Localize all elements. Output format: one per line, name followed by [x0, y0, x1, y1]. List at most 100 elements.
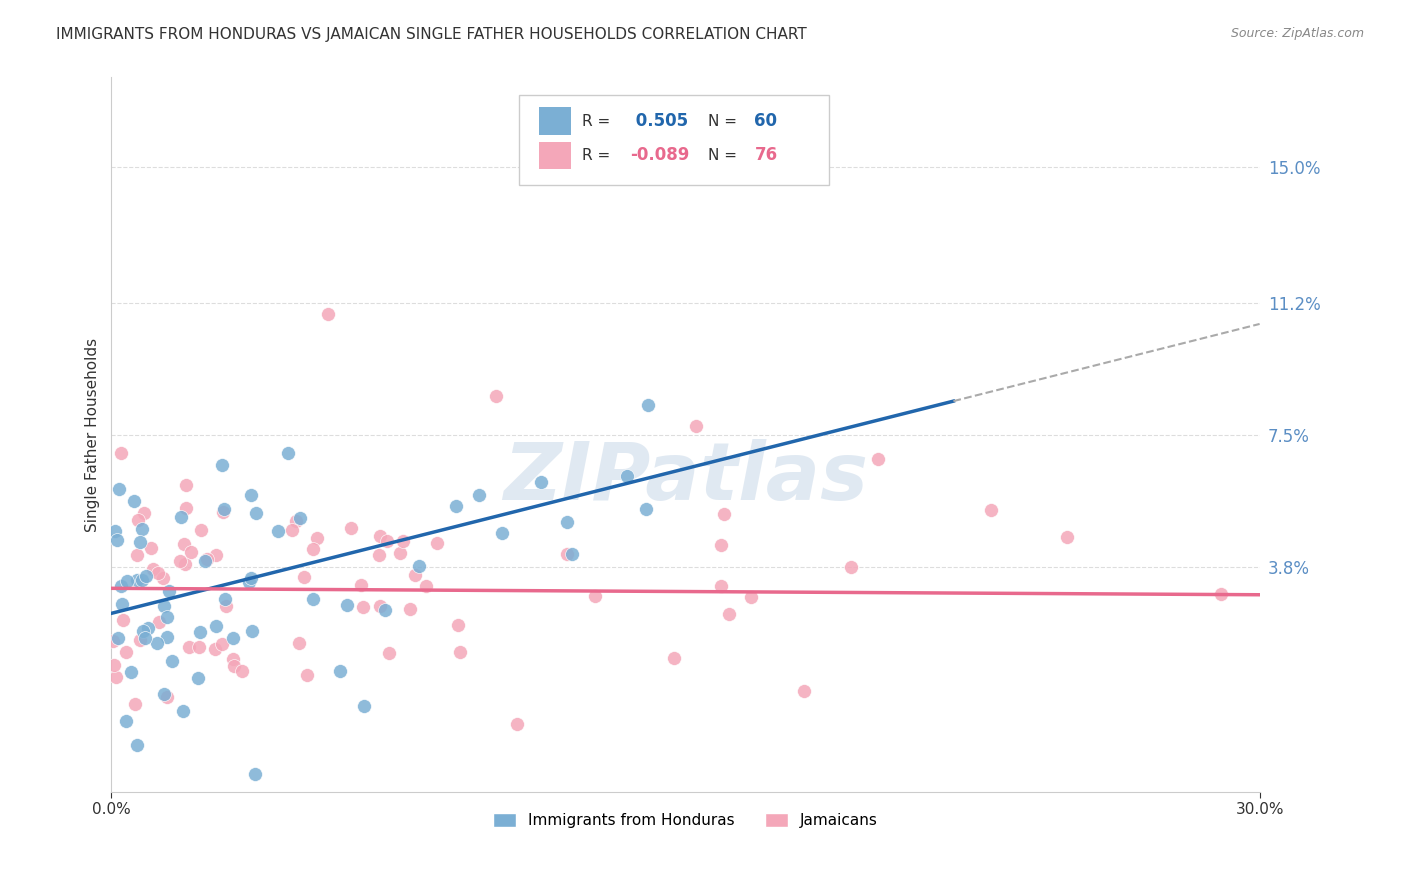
Text: 0.505: 0.505	[630, 112, 689, 130]
Point	[353, 698, 375, 713]
Point	[245, 506, 267, 520]
Point	[389, 546, 412, 560]
Point	[336, 598, 359, 612]
Point	[793, 683, 815, 698]
Point	[211, 458, 233, 472]
Point	[214, 592, 236, 607]
Point	[238, 574, 260, 589]
Point	[288, 510, 311, 524]
Point	[107, 482, 129, 496]
Point	[329, 664, 352, 678]
Point	[221, 651, 243, 665]
FancyBboxPatch shape	[519, 95, 830, 185]
Point	[561, 547, 583, 561]
Point	[375, 533, 398, 548]
Point	[231, 664, 253, 678]
Point	[980, 503, 1002, 517]
Point	[156, 630, 179, 644]
Point	[134, 569, 156, 583]
Text: -0.089: -0.089	[630, 146, 690, 164]
Point	[415, 579, 437, 593]
Point	[350, 578, 373, 592]
Point	[302, 591, 325, 606]
Point	[148, 566, 170, 581]
Point	[101, 633, 124, 648]
Point	[169, 554, 191, 568]
Point	[174, 478, 197, 492]
Point	[110, 578, 132, 592]
Point	[160, 654, 183, 668]
Point	[662, 651, 685, 665]
Point	[156, 609, 179, 624]
Text: Source: ZipAtlas.com: Source: ZipAtlas.com	[1230, 27, 1364, 40]
Point	[110, 446, 132, 460]
Point	[114, 645, 136, 659]
Text: R =: R =	[582, 113, 616, 128]
Legend: Immigrants from Honduras, Jamaicans: Immigrants from Honduras, Jamaicans	[486, 807, 884, 834]
Point	[302, 541, 325, 556]
Point	[292, 570, 315, 584]
Point	[105, 533, 128, 547]
Point	[127, 739, 149, 753]
Point	[280, 523, 302, 537]
Point	[129, 632, 152, 647]
Point	[555, 515, 578, 529]
Point	[136, 622, 159, 636]
Point	[1211, 586, 1233, 600]
Point	[104, 670, 127, 684]
Point	[740, 591, 762, 605]
Point	[484, 389, 506, 403]
Point	[284, 514, 307, 528]
Point	[399, 602, 422, 616]
Point	[444, 499, 467, 513]
Point	[188, 624, 211, 639]
Point	[211, 637, 233, 651]
Text: 76: 76	[755, 146, 778, 164]
Point	[305, 532, 328, 546]
Point	[215, 599, 238, 613]
Text: ZIPatlas: ZIPatlas	[503, 439, 868, 516]
Point	[212, 504, 235, 518]
Point	[180, 545, 202, 559]
Point	[468, 488, 491, 502]
Point	[221, 631, 243, 645]
Point	[153, 599, 176, 613]
Point	[127, 573, 149, 587]
Point	[131, 573, 153, 587]
Point	[204, 642, 226, 657]
Point	[173, 537, 195, 551]
Point	[205, 619, 228, 633]
Point	[506, 717, 529, 731]
Point	[131, 624, 153, 639]
Point	[636, 502, 658, 516]
Point	[1056, 531, 1078, 545]
Point	[153, 687, 176, 701]
Point	[131, 522, 153, 536]
Point	[368, 528, 391, 542]
Point	[172, 705, 194, 719]
Point	[340, 521, 363, 535]
Point	[404, 567, 426, 582]
Point	[103, 658, 125, 673]
Point	[170, 509, 193, 524]
Y-axis label: Single Father Households: Single Father Households	[86, 338, 100, 532]
Point	[616, 469, 638, 483]
Point	[370, 599, 392, 613]
Point	[174, 500, 197, 515]
Text: N =: N =	[709, 148, 742, 163]
Point	[449, 644, 471, 658]
Point	[111, 597, 134, 611]
Point	[583, 589, 606, 603]
Point	[352, 600, 374, 615]
Point	[146, 636, 169, 650]
Point	[710, 579, 733, 593]
Point	[378, 646, 401, 660]
Point	[392, 534, 415, 549]
Point	[287, 636, 309, 650]
Point	[190, 523, 212, 537]
Text: 60: 60	[755, 112, 778, 130]
Point	[368, 549, 391, 563]
Text: R =: R =	[582, 148, 616, 163]
Point	[318, 307, 340, 321]
Point	[111, 613, 134, 627]
